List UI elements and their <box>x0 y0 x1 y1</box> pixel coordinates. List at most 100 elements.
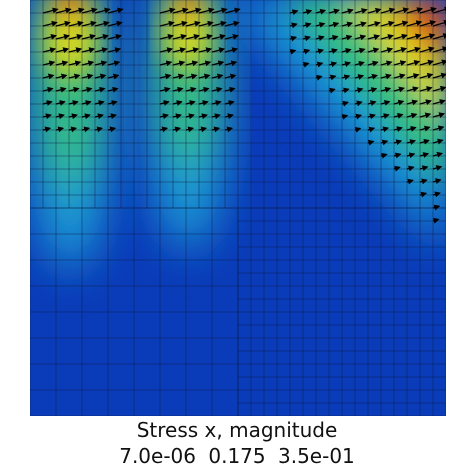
vector-arrow <box>198 126 208 133</box>
vector-arrow <box>68 47 83 54</box>
vector-arrow <box>380 20 395 27</box>
vector-arrow <box>198 113 208 120</box>
vector-arrow <box>341 113 349 120</box>
vector-arrow <box>419 191 428 198</box>
vector-arrow <box>55 126 65 133</box>
vector-arrow <box>159 100 170 106</box>
vector-arrow <box>367 139 375 146</box>
vector-arrow <box>68 86 80 93</box>
vector-arrow <box>406 112 418 119</box>
vector-arrow <box>172 20 188 27</box>
vector-arrow <box>198 47 213 54</box>
vector-arrow <box>432 125 445 132</box>
vector-arrow <box>419 86 433 92</box>
vector-arrow <box>81 7 98 14</box>
vector-arrow <box>367 73 378 80</box>
diagonal-band-inner <box>285 0 446 190</box>
vector-arrow <box>198 7 215 14</box>
vector-arrow <box>185 7 202 14</box>
vector-arrow <box>42 126 52 133</box>
vector-arrow <box>393 139 403 146</box>
legend-min-label: 7.0e-06 <box>119 444 196 468</box>
vector-arrow <box>211 113 221 120</box>
vector-arrow <box>211 34 226 40</box>
vector-arrow <box>211 100 222 106</box>
vector-arrow <box>419 125 431 132</box>
vector-arrow <box>432 19 446 27</box>
vector-arrow <box>406 125 417 132</box>
legend-mid-label: 0.175 <box>208 444 266 468</box>
vector-arrow <box>55 100 66 106</box>
vector-arrow <box>432 72 446 79</box>
vector-arrow <box>354 60 365 67</box>
vector-arrow <box>406 20 423 27</box>
vector-arrow <box>328 61 338 68</box>
vector-arrow <box>367 60 379 67</box>
vector-arrow <box>328 35 339 41</box>
vector-arrow <box>432 46 446 53</box>
vector-arrow <box>341 21 354 28</box>
vector-arrow <box>224 73 237 80</box>
vector-arrow <box>107 60 121 67</box>
vector-arrow <box>172 60 186 67</box>
vector-arrow <box>432 6 446 14</box>
vector-arrow <box>341 61 351 67</box>
vector-arrow <box>42 34 57 40</box>
vector-arrow <box>107 20 123 27</box>
vector-arrow <box>172 86 184 93</box>
vector-arrow <box>172 7 189 14</box>
vector-arrow <box>432 151 443 158</box>
vector-arrow <box>354 113 363 120</box>
vector-arrow <box>172 100 183 106</box>
vector-arrow <box>224 100 235 106</box>
vector-arrow <box>159 7 176 14</box>
vector-arrow <box>94 60 108 67</box>
vector-arrow <box>107 73 120 80</box>
vector-arrow <box>159 86 171 93</box>
vector-arrow <box>328 21 340 28</box>
vector-arrow <box>328 8 340 15</box>
vector-arrow <box>185 86 197 93</box>
vector-arrow <box>406 7 423 14</box>
vector-arrow <box>419 72 434 79</box>
vector-arrow <box>68 100 79 106</box>
vector-arrow <box>315 74 323 81</box>
vector-arrow <box>42 100 53 106</box>
vector-arrow <box>419 178 428 185</box>
vector-arrow <box>42 20 58 27</box>
vector-arrow <box>55 113 65 120</box>
vector-arrow <box>107 100 118 106</box>
vector-arrow <box>68 60 82 67</box>
vector-arrow <box>302 61 310 68</box>
vector-arrow <box>302 9 313 15</box>
vector-arrow <box>81 86 93 93</box>
vector-arrow <box>354 47 366 54</box>
vector-arrow <box>224 47 239 54</box>
vector-arrow <box>341 34 353 41</box>
legend-max-label: 3.5e-01 <box>277 444 355 468</box>
vector-arrow <box>341 47 352 54</box>
vector-arrow <box>380 139 389 146</box>
vector-arrow <box>107 34 122 40</box>
vector-arrow <box>432 33 446 40</box>
vector-arrow <box>42 73 55 80</box>
vector-arrow <box>393 165 401 172</box>
vector-arrow <box>81 100 92 106</box>
vector-arrow <box>185 20 201 27</box>
vector-arrow <box>315 8 327 15</box>
vector-arrow <box>159 126 169 133</box>
vector-arrow <box>107 113 117 120</box>
vector-arrow <box>81 73 94 80</box>
vector-arrow <box>393 60 407 66</box>
vector-arrow <box>315 48 325 55</box>
vector-arrow <box>159 34 174 40</box>
vector-arrow <box>354 100 363 107</box>
vector-arrow <box>302 22 312 29</box>
vector-arrow <box>289 48 297 55</box>
vector-arrow <box>224 86 236 93</box>
stress-field-plot <box>30 0 446 416</box>
vector-arrow <box>393 73 406 80</box>
vector-arrow <box>419 20 437 27</box>
legend-values: 7.0e-06 0.175 3.5e-01 <box>0 444 474 468</box>
vector-arrow <box>380 126 390 133</box>
